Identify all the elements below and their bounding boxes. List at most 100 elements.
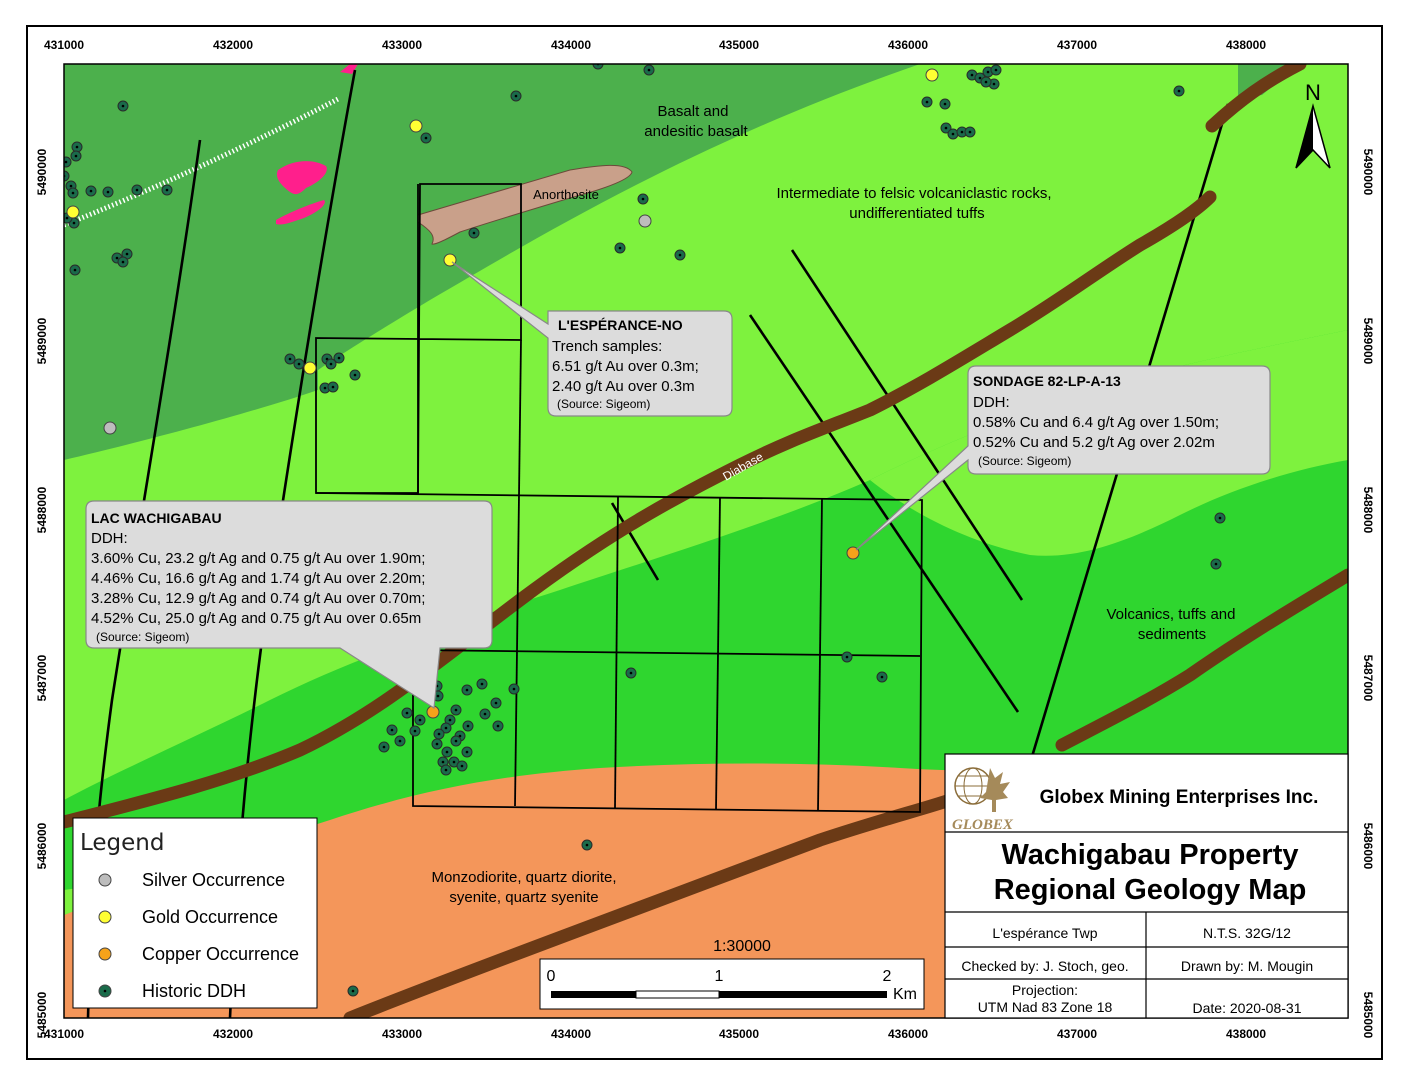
- ddh-point-dot: [1177, 89, 1181, 93]
- nts-sheet: N.T.S. 32G/12: [1203, 925, 1291, 941]
- checked-by: Checked by: J. Stoch, geo.: [961, 958, 1128, 974]
- ddh-point-dot: [984, 80, 988, 84]
- ddh-point-dot: [71, 191, 75, 195]
- ddh-point-dot: [641, 197, 645, 201]
- ddh-point-dot: [496, 724, 500, 728]
- ddh-point-dot: [74, 154, 78, 158]
- unit-anorthosite: [417, 164, 633, 245]
- callout-sondage-source: (Source: Sigeom): [978, 454, 1071, 468]
- scale-ratio: 1:30000: [713, 938, 771, 955]
- scalebar: 1:30000 0 1 2 Km: [539, 938, 925, 1010]
- ddh-point-dot: [585, 843, 589, 847]
- scale-segment: [551, 991, 636, 998]
- x-tick-label: 432000: [213, 1027, 253, 1041]
- scale-segment: [719, 991, 887, 998]
- ddh-point-dot: [494, 701, 498, 705]
- coordinate-ticks: 431000 431000 432000 432000 433000 433000 4340…: [35, 38, 1375, 1041]
- diabase-dykes: [64, 64, 1348, 1018]
- map-title-1: Wachigabau Property: [1001, 839, 1298, 871]
- ddh-point-dot: [994, 68, 998, 72]
- x-tick-label: 433000: [382, 38, 422, 52]
- ddh-point-dot: [465, 750, 469, 754]
- callout-esperance-title: L'ESPÉRANCE-NO: [558, 317, 683, 333]
- ddh-point-dot: [445, 750, 449, 754]
- ddh-point-dot: [437, 732, 441, 736]
- ddh-point-dot: [647, 68, 651, 72]
- callout-sondage-line: 0.58% Cu and 6.4 g/t Ag over 1.50m;: [973, 414, 1219, 431]
- label-monzodiorite-2: syenite, quartz syenite: [449, 889, 598, 906]
- y-tick-label: 5486000: [1361, 823, 1375, 870]
- claim-line-v2: [514, 339, 522, 807]
- ddh-point-dot: [418, 718, 422, 722]
- ddh-point-dot: [512, 687, 516, 691]
- callout-esperance-line: Trench samples:: [552, 338, 662, 355]
- ddh-point-dot: [351, 989, 355, 993]
- ddh-point-dot: [448, 718, 452, 722]
- map-date: Date: 2020-08-31: [1193, 1000, 1302, 1016]
- callout-sondage: SONDAGE 82-LP-A-13 DDH: 0.58% Cu and 6.4…: [855, 365, 1271, 551]
- callout-esperance-source: (Source: Sigeom): [557, 397, 650, 411]
- callout-esperance: L'ESPÉRANCE-NO Trench samples: 6.51 g/t …: [451, 261, 733, 417]
- y-tick-label: 5486000: [35, 822, 49, 869]
- y-tick-label: 5485000: [35, 991, 49, 1038]
- legend-items: Silver Occurrence Gold Occurrence Copper O…: [98, 870, 299, 1001]
- diabase-lower: [343, 793, 957, 1018]
- claim-line-v4: [715, 497, 721, 811]
- y-tick-label: 5487000: [35, 654, 49, 701]
- callout-lac-line: 4.46% Cu, 16.6 g/t Ag and 1.74 g/t Au ov…: [91, 570, 425, 587]
- legend-symbol-icon: [98, 947, 112, 961]
- fault-4: [748, 314, 1020, 713]
- ddh-point-dot: [424, 136, 428, 140]
- callout-esperance-line: 2.40 g/t Au over 0.3m: [552, 378, 695, 395]
- projection-2: UTM Nad 83 Zone 18: [978, 999, 1113, 1015]
- ddh-point-dot: [106, 190, 110, 194]
- ddh-point-dot: [73, 268, 77, 272]
- ddh-point-dot: [297, 362, 301, 366]
- ddh-point-dot: [629, 671, 633, 675]
- claim-grid: [315, 183, 923, 813]
- legend-symbol-dot: [103, 989, 107, 993]
- ddh-point-dot: [75, 145, 79, 149]
- logo-text: GLOBEX: [952, 817, 1014, 833]
- y-tick-label: 5490000: [35, 148, 49, 195]
- y-tick-label: 5489000: [35, 317, 49, 364]
- x-tick-label: 437000: [1057, 1027, 1097, 1041]
- scale-label-0: 0: [547, 968, 556, 985]
- legend: Legend Silver Occurrence Gold Occurrence C…: [72, 817, 318, 1009]
- ddh-point-dot: [115, 256, 119, 260]
- callout-lac-line: 3.60% Cu, 23.2 g/t Ag and 0.75 g/t Au ov…: [91, 550, 425, 567]
- north-label: N: [1305, 80, 1321, 105]
- ddh-point-dot: [337, 356, 341, 360]
- callout-sondage-line: 0.52% Cu and 5.2 g/t Ag over 2.02m: [973, 434, 1215, 451]
- callout-lac-line: 4.52% Cu, 25.0 g/t Ag and 0.75 g/t Au ov…: [91, 610, 421, 627]
- scale-label-1: 1: [715, 968, 724, 985]
- ddh-point-dot: [472, 231, 476, 235]
- ddh-point-dot: [968, 130, 972, 134]
- ddh-point-dot: [454, 739, 458, 743]
- map-neatline: [63, 63, 1349, 1019]
- label-volcanics-1: Volcanics, tuffs and: [1107, 606, 1236, 623]
- ddh-point-dot: [413, 729, 417, 733]
- callout-esperance-line: 6.51 g/t Au over 0.3m;: [552, 358, 699, 375]
- hatched-trail: [64, 95, 342, 228]
- legend-title: Legend: [80, 830, 165, 856]
- scale-unit: Km: [893, 986, 917, 1003]
- scale-segment: [635, 990, 720, 999]
- ddh-point-dot: [960, 130, 964, 134]
- ddh-point-dot: [978, 76, 982, 80]
- scalebar-box: [539, 958, 925, 1010]
- township: L'espérance Twp: [992, 925, 1097, 941]
- label-basalt-2: andesitic basalt: [644, 123, 748, 140]
- ddh-point-dot: [943, 102, 947, 106]
- fault-3: [790, 249, 1024, 601]
- ddh-point-dot: [323, 386, 327, 390]
- ddh-point-dot: [454, 708, 458, 712]
- ddh-point-dot: [89, 189, 93, 193]
- y-tick-label: 5490000: [1361, 149, 1375, 196]
- ddh-point-dot: [1214, 562, 1218, 566]
- unit-pink-2: [276, 200, 325, 225]
- ddh-point-dot: [125, 252, 129, 256]
- ddh-point-dot: [951, 132, 955, 136]
- legend-item-label: Silver Occurrence: [142, 870, 285, 890]
- ddh-point-dot: [165, 188, 169, 192]
